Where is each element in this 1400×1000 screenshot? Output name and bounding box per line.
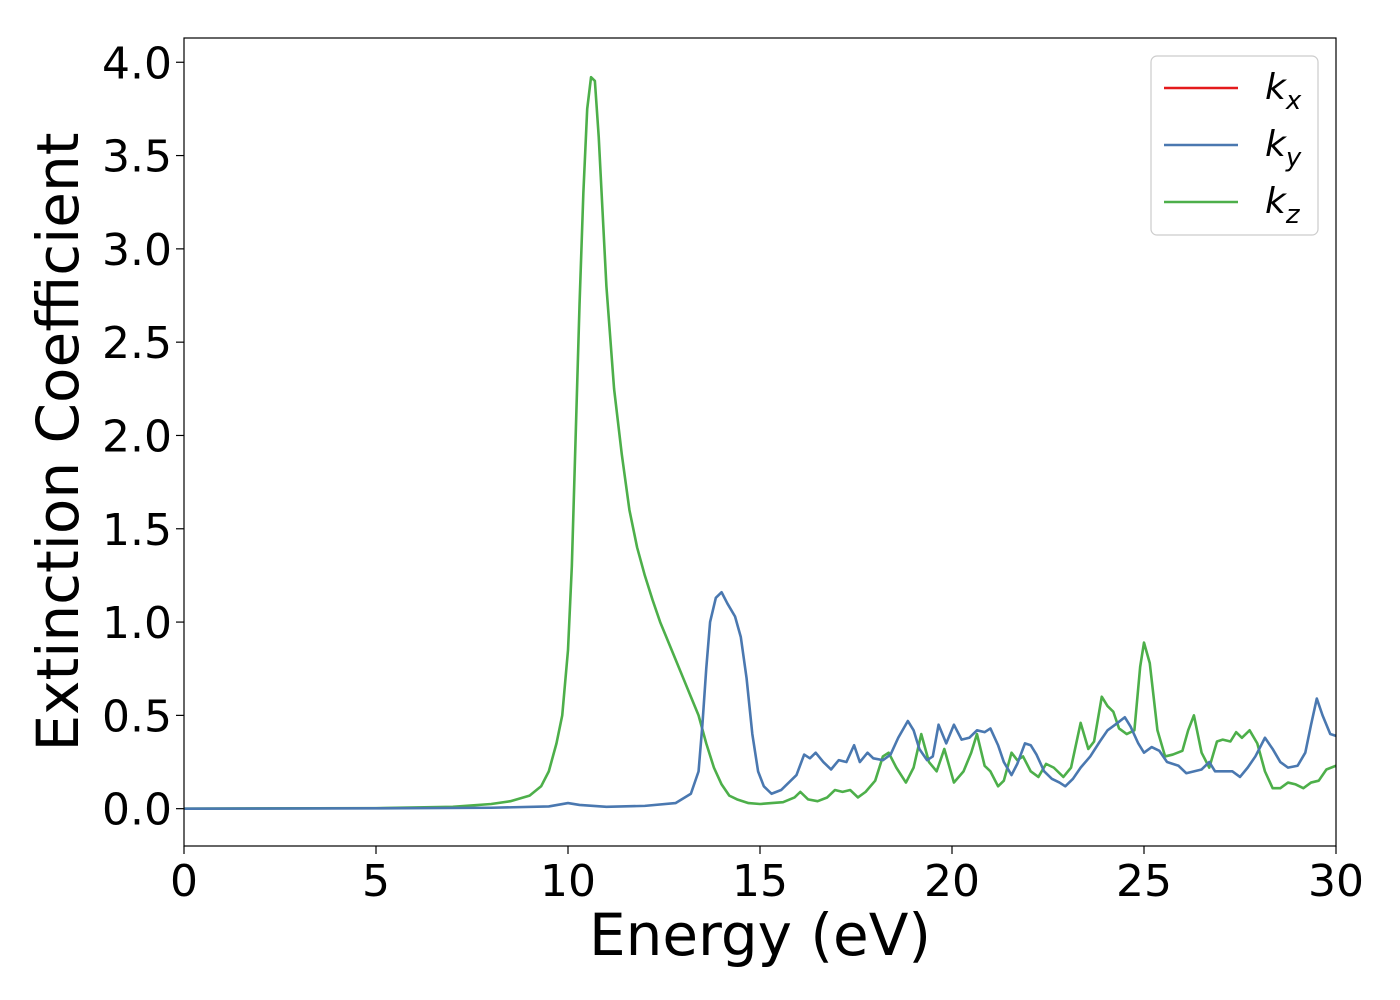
y-axis-title: Extinction Coefficient — [24, 133, 92, 752]
x-tick-label: 0 — [170, 856, 198, 907]
x-tick-label: 20 — [924, 856, 980, 907]
series-line-kz — [184, 75, 1336, 810]
legend-symbol: k — [1265, 124, 1288, 165]
legend-symbol: k — [1265, 181, 1288, 222]
legend-subscript: x — [1285, 86, 1302, 116]
x-tick-label: 10 — [540, 856, 596, 907]
x-tick-label: 30 — [1308, 856, 1364, 907]
legend-subscript: y — [1285, 143, 1302, 173]
y-tick-label: 1.0 — [102, 598, 172, 649]
legend-label-ky: ky — [1265, 124, 1302, 173]
legend-label-kz: kz — [1265, 181, 1301, 230]
y-axis: 0.0 0.5 1.0 1.5 2.0 2.5 3.0 3.5 4.0 — [102, 38, 184, 836]
y-tick-label: 2.0 — [102, 411, 172, 462]
y-tick-label: 4.0 — [102, 38, 172, 89]
x-tick-label: 15 — [732, 856, 788, 907]
y-tick-label: 3.0 — [102, 225, 172, 276]
legend-label-kx: kx — [1265, 67, 1302, 116]
y-tick-label: 0.5 — [102, 691, 172, 742]
y-tick-label: 1.5 — [102, 505, 172, 556]
series-lines — [184, 75, 1336, 810]
y-tick-label: 0.0 — [102, 785, 172, 836]
x-axis: 0 5 10 15 20 25 30 — [170, 846, 1364, 907]
y-tick-label: 3.5 — [102, 132, 172, 183]
x-tick-label: 25 — [1116, 856, 1172, 907]
x-axis-title: Energy (eV) — [589, 901, 931, 969]
legend-subscript: z — [1285, 200, 1301, 230]
legend-symbol: k — [1265, 67, 1288, 108]
x-tick-label: 5 — [362, 856, 390, 907]
y-tick-label: 2.5 — [102, 318, 172, 369]
series-line-ky — [184, 590, 1336, 810]
